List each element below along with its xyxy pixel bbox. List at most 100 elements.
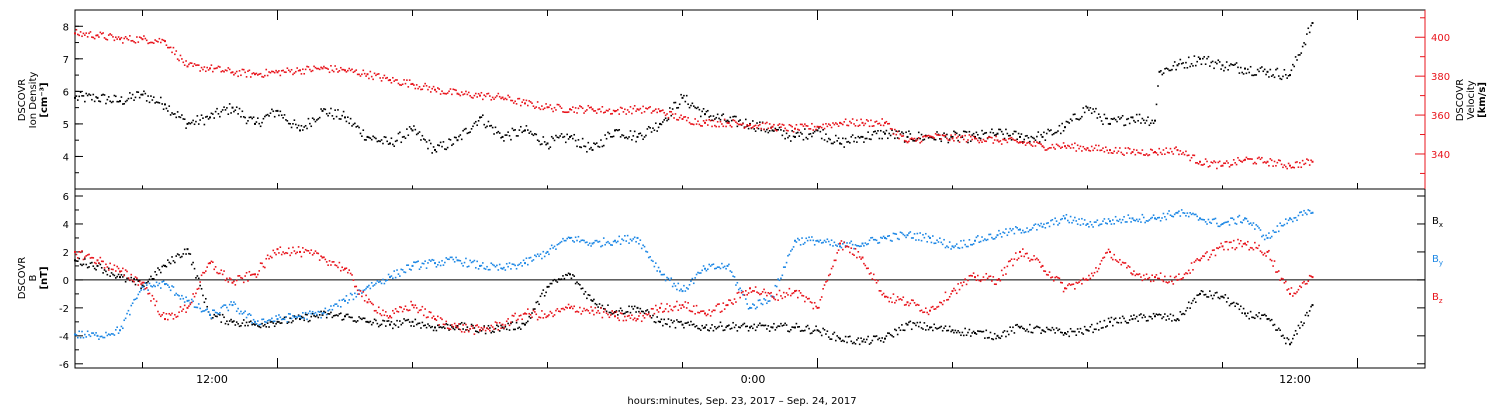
density-series-dot [781, 134, 784, 137]
bx-series-dot [293, 315, 296, 317]
density-series-dot [629, 130, 632, 132]
velocity-series-dot [764, 122, 767, 125]
by-series-dot [348, 299, 351, 301]
velocity-series-dot [1116, 152, 1118, 154]
density-series-dot [842, 137, 844, 140]
bx-series-dot [673, 320, 675, 322]
density-series-dot [773, 130, 775, 132]
velocity-series-dot [1282, 166, 1284, 169]
velocity-series-dot [162, 39, 165, 42]
density-series-dot [196, 115, 199, 117]
bx-series-dot [81, 264, 83, 267]
by-series-dot [356, 293, 359, 295]
density-series-dot [313, 118, 315, 121]
velocity-series-dot [174, 53, 176, 56]
by-series-dot [452, 258, 455, 261]
bx-series-dot [150, 275, 152, 278]
bx-series-dot [407, 318, 410, 321]
by-series-dot [752, 303, 754, 305]
by-series-dot [1292, 220, 1294, 223]
bx-series-dot [625, 311, 628, 313]
bx-series-dot [747, 329, 750, 332]
bx-series-dot [1225, 301, 1228, 303]
bz-series-dot [420, 309, 422, 311]
bz-series-dot [879, 290, 882, 292]
bx-series-dot [871, 339, 874, 342]
bx-series-dot [1144, 316, 1146, 318]
by-series-dot [832, 245, 834, 247]
bx-series-dot [802, 330, 805, 332]
by-series-dot [1034, 223, 1037, 225]
bx-series-dot [384, 325, 387, 327]
bx-series-dot [819, 331, 822, 334]
density-series-dot [1204, 63, 1207, 65]
bx-series-dot [335, 314, 338, 316]
density-series-dot [1220, 68, 1222, 70]
bz-series-dot [233, 280, 235, 283]
density-series-dot [165, 107, 168, 110]
velocity-series-dot [361, 73, 363, 76]
density-series-dot [317, 118, 320, 120]
density-series-dot [451, 144, 453, 147]
density-series-dot [588, 148, 591, 150]
velocity-series-dot [1310, 159, 1312, 162]
velocity-series-dot [924, 135, 927, 138]
velocity-series-dot [392, 76, 394, 79]
by-series-dot [598, 240, 601, 243]
bx-series-dot [564, 273, 567, 276]
bz-series-dot [895, 299, 898, 302]
velocity-series-dot [798, 129, 801, 131]
velocity-series-dot [137, 41, 140, 43]
density-series-dot [1040, 133, 1042, 136]
by-series-dot [1040, 222, 1042, 225]
by-series-dot [196, 306, 199, 309]
bx-series-dot [1248, 317, 1251, 320]
bz-series-dot [1296, 291, 1298, 293]
by-series-dot [1225, 221, 1228, 224]
bx-series-dot [699, 329, 702, 331]
bz-series-dot [1095, 267, 1097, 269]
bz-series-dot [168, 312, 171, 315]
density-series-dot [687, 103, 689, 106]
density-series-dot [459, 134, 462, 136]
bz-series-dot [297, 246, 300, 248]
bz-series-dot [985, 272, 988, 275]
density-series-dot [1293, 65, 1296, 68]
velocity-series-dot [1254, 161, 1256, 164]
density-series-dot [991, 128, 993, 131]
bz-series-dot [1003, 266, 1006, 269]
velocity-series-dot [189, 62, 192, 64]
by-series-dot [482, 262, 484, 264]
velocity-series-point [704, 121, 706, 124]
velocity-series-dot [1269, 158, 1272, 160]
velocity-series-dot [185, 60, 187, 62]
bx-series-dot [586, 297, 588, 300]
velocity-series-dot [805, 124, 808, 127]
density-series-dot [718, 117, 720, 120]
by-series-dot [480, 264, 483, 267]
by-series-dot [227, 309, 230, 312]
density-series-dot [359, 132, 362, 135]
by-series-dot [203, 310, 206, 312]
velocity-series-dot [1227, 162, 1229, 164]
by-series-dot [590, 245, 592, 247]
velocity-series-dot [317, 67, 320, 70]
by-series-dot [86, 330, 89, 333]
by-series-dot [365, 287, 367, 290]
velocity-series-dot [226, 69, 228, 72]
bz-series-dot [1151, 274, 1153, 277]
bx-series-dot [1300, 321, 1303, 323]
by-series-dot [103, 336, 106, 339]
velocity-series-dot [944, 134, 947, 137]
velocity-series-point [929, 135, 931, 138]
density-series-dot [362, 129, 365, 131]
by-series-dot [435, 266, 438, 268]
x-tick-label-1: 12:00 [196, 373, 228, 386]
density-series-dot [1030, 135, 1033, 138]
density-series-dot [667, 118, 670, 121]
velocity-series-dot [1165, 147, 1168, 149]
by-series-dot [619, 243, 622, 245]
by-series-dot [82, 336, 85, 339]
by-series-dot [986, 238, 989, 241]
bz-series-dot [325, 261, 328, 263]
